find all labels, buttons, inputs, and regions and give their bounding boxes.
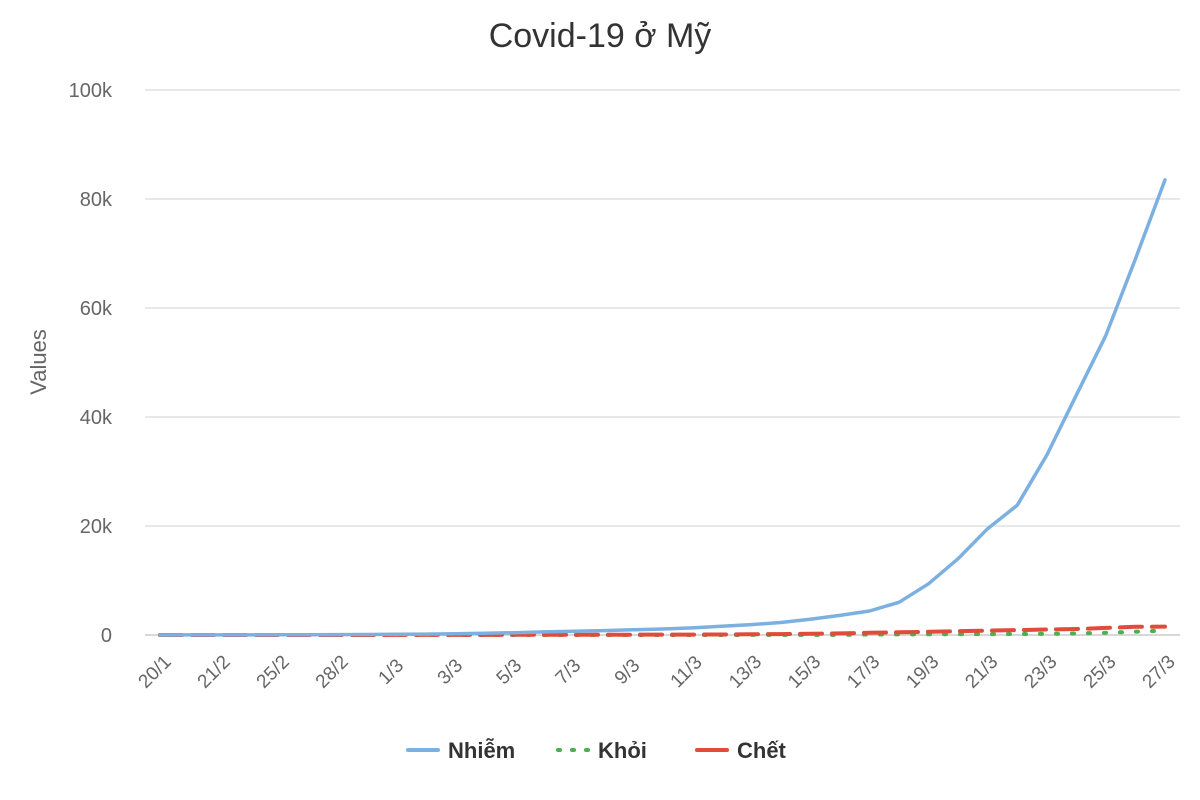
x-tick-label: 25/3 (1080, 652, 1121, 693)
x-tick-label: 9/3 (611, 655, 645, 689)
x-tick-label: 23/3 (1020, 652, 1061, 693)
x-tick-label: 21/2 (194, 652, 235, 693)
chart-title: Covid-19 ở Mỹ (489, 17, 712, 55)
y-tick-label: 100k (69, 80, 113, 102)
x-tick-label: 19/3 (902, 652, 943, 693)
x-axis-ticks: 20/1 21/2 25/2 28/2 1/3 3/3 5/3 7/3 9/3 11/3 13/3 1… (135, 652, 1180, 693)
x-tick-label: 7/3 (552, 655, 586, 689)
grid-lines (145, 89, 1180, 636)
x-tick-label: 17/3 (843, 652, 884, 693)
x-tick-label: 3/3 (434, 655, 468, 689)
y-axis-label: Values (26, 329, 51, 395)
x-tick-label: 5/3 (493, 655, 527, 689)
x-tick-label: 25/2 (253, 652, 294, 693)
y-tick-label: 0 (101, 625, 112, 647)
y-tick-label: 60k (80, 298, 113, 320)
x-tick-label: 20/1 (135, 652, 176, 693)
y-tick-label: 80k (80, 189, 113, 211)
y-axis-ticks: 0 20k 40k 60k 80k 100k (69, 80, 113, 647)
y-tick-label: 20k (80, 516, 113, 538)
x-tick-label: 21/3 (961, 652, 1002, 693)
legend-label: Khỏi (598, 738, 647, 763)
x-tick-label: 1/3 (375, 655, 409, 689)
legend-label: Nhiễm (448, 738, 515, 763)
legend: Nhiễm Khỏi Chết (406, 738, 787, 763)
x-tick-label: 13/3 (725, 652, 766, 693)
y-tick-label: 40k (80, 407, 113, 429)
series-line-0 (158, 178, 1167, 637)
series-lines (158, 178, 1167, 637)
x-tick-label: 15/3 (784, 652, 825, 693)
x-tick-label: 28/2 (312, 652, 353, 693)
legend-label: Chết (737, 738, 787, 763)
x-tick-label: 11/3 (667, 652, 707, 692)
x-tick-label: 27/3 (1139, 652, 1180, 693)
